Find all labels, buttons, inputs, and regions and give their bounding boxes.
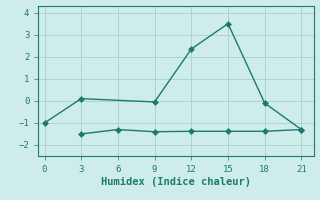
X-axis label: Humidex (Indice chaleur): Humidex (Indice chaleur) <box>101 177 251 187</box>
